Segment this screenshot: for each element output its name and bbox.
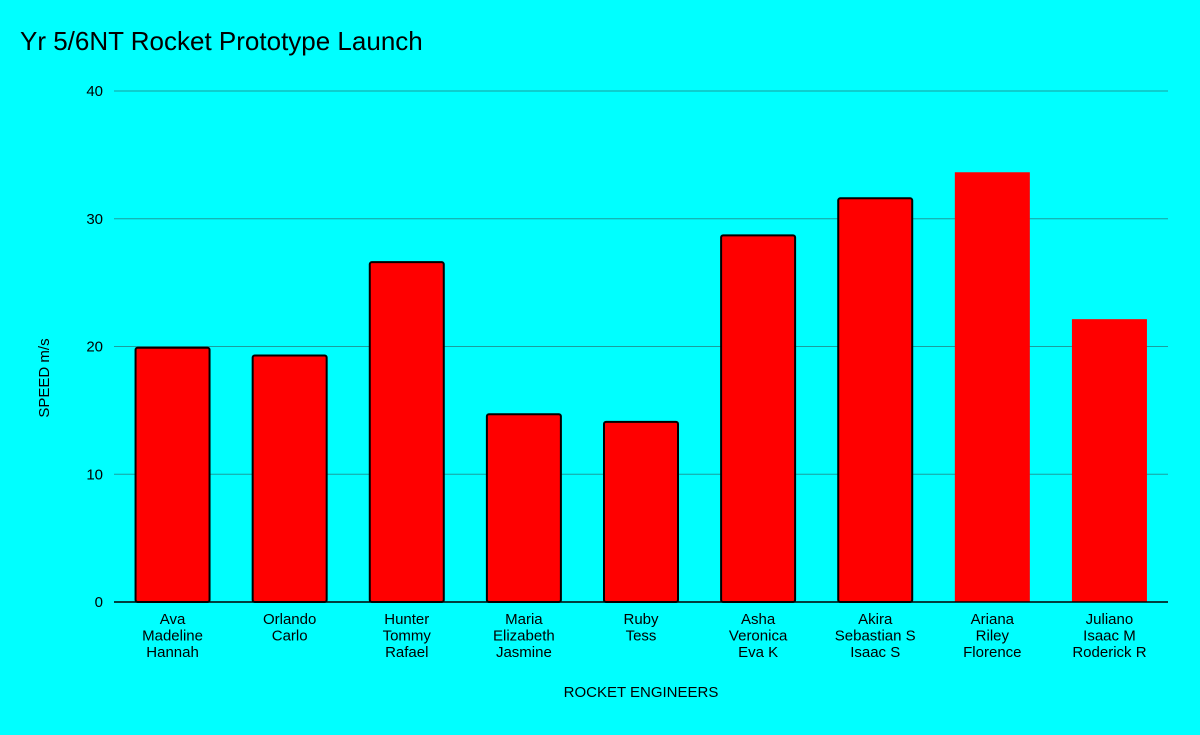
- x-tick-label-line: Asha: [741, 611, 776, 628]
- x-tick-label: Ava Madeline Hannah: [142, 611, 203, 661]
- y-tick-label: 20: [86, 339, 103, 356]
- bar: [603, 420, 679, 603]
- y-axis-ticks: 0 10 20 30 40: [86, 83, 103, 611]
- y-axis-label: SPEED m/s: [36, 338, 53, 417]
- bar: [485, 413, 562, 603]
- bars: [134, 172, 1147, 603]
- x-tick-label-line: Isaac M: [1083, 628, 1136, 645]
- x-tick-label-line: Hunter: [384, 611, 429, 628]
- x-tick-label: Ariana Riley Florence: [963, 611, 1021, 661]
- bar: [251, 354, 328, 603]
- bar: [954, 172, 1030, 603]
- x-axis-label: ROCKET ENGINEERS: [564, 684, 719, 701]
- x-tick-label-line: Eva K: [738, 644, 778, 661]
- x-tick-label-line: Orlando: [263, 611, 316, 628]
- x-tick-label-line: Juliano: [1086, 611, 1134, 628]
- y-tick-label: 40: [86, 83, 103, 100]
- x-tick-label-line: Ariana: [971, 611, 1015, 628]
- bar: [368, 261, 445, 603]
- bar: [720, 234, 797, 603]
- y-tick-label: 0: [95, 594, 103, 611]
- x-tick-label-line: Carlo: [272, 628, 308, 645]
- x-tick-label: Asha Veronica Eva K: [729, 611, 788, 661]
- x-tick-label: Ruby Tess: [623, 611, 659, 645]
- x-tick-label-line: Ruby: [623, 611, 659, 628]
- x-tick-label: Juliano Isaac M Roderick R: [1072, 611, 1146, 661]
- x-tick-label-line: Isaac S: [850, 644, 900, 661]
- x-tick-label-line: Akira: [858, 611, 893, 628]
- x-tick-label-line: Sebastian S: [835, 628, 916, 645]
- x-tick-label: Akira Sebastian S Isaac S: [835, 611, 916, 661]
- x-tick-label-line: Tess: [626, 628, 657, 645]
- x-tick-label-line: Jasmine: [496, 644, 552, 661]
- x-axis-ticks: Ava Madeline Hannah Orlando Carlo Hunter Tommy…: [142, 611, 1147, 661]
- x-tick-label: Orlando Carlo: [263, 611, 316, 645]
- chart-title: Yr 5/6NT Rocket Prototype Launch: [20, 26, 423, 56]
- y-tick-label: 30: [86, 211, 103, 228]
- x-tick-label: Maria Elizabeth Jasmine: [493, 611, 555, 661]
- x-tick-label-line: Ava: [160, 611, 186, 628]
- x-tick-label-line: Tommy: [383, 628, 432, 645]
- x-tick-label-line: Roderick R: [1072, 644, 1146, 661]
- x-tick-label-line: Madeline: [142, 628, 203, 645]
- x-tick-label-line: Veronica: [729, 628, 788, 645]
- x-tick-label-line: Maria: [505, 611, 543, 628]
- bar: [837, 197, 914, 603]
- x-tick-label-line: Riley: [976, 628, 1010, 645]
- x-tick-label: Hunter Tommy Rafael: [383, 611, 432, 661]
- bar: [1071, 319, 1147, 603]
- bar: [134, 346, 211, 603]
- y-tick-label: 10: [86, 466, 103, 483]
- x-tick-label-line: Florence: [963, 644, 1021, 661]
- x-tick-label-line: Rafael: [385, 644, 428, 661]
- x-tick-label-line: Elizabeth: [493, 628, 555, 645]
- x-tick-label-line: Hannah: [146, 644, 199, 661]
